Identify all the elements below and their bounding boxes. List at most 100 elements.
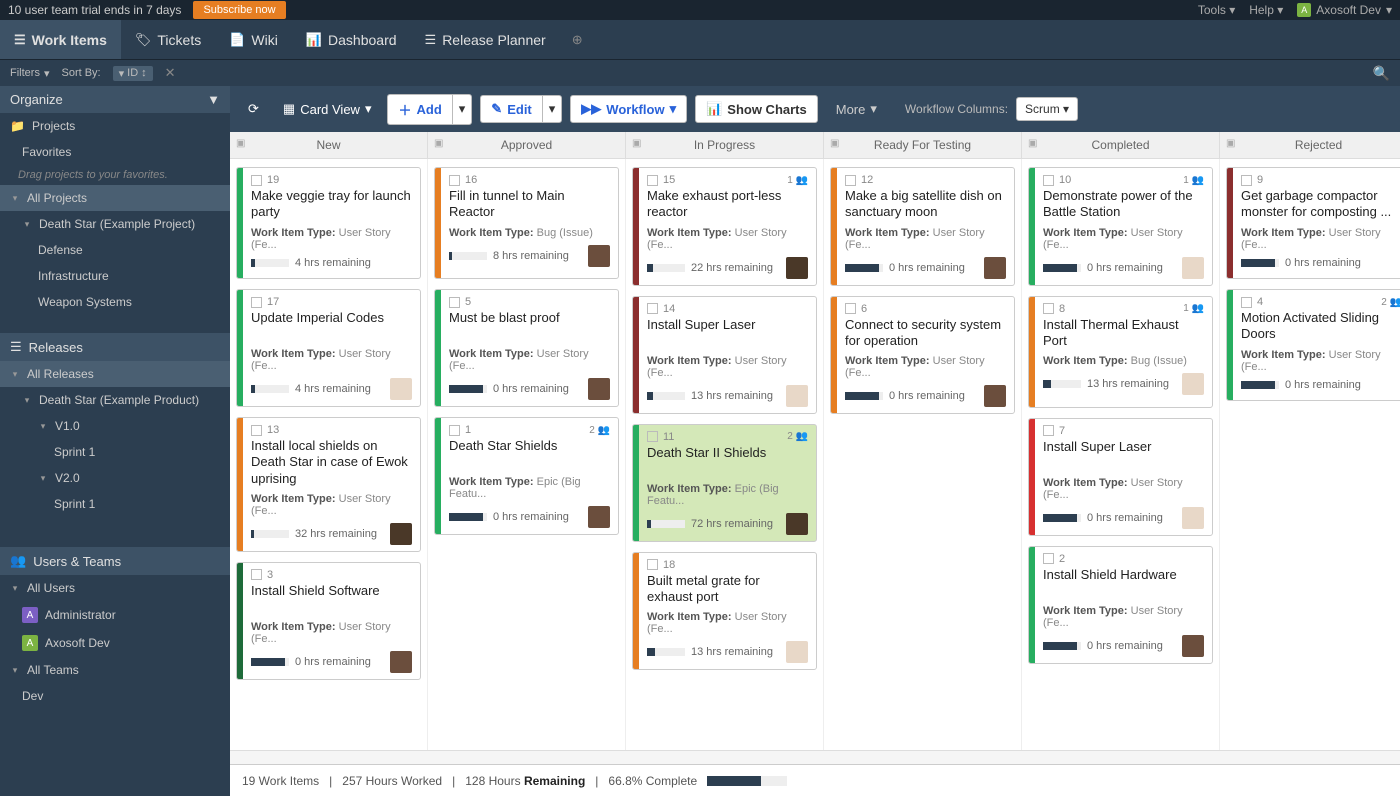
checkbox-icon[interactable] bbox=[449, 175, 460, 186]
releases-header[interactable]: ☰Releases bbox=[0, 333, 230, 361]
project-weapons[interactable]: Weapon Systems bbox=[0, 289, 230, 315]
user-menu[interactable]: A Axosoft Dev ▾ bbox=[1297, 3, 1392, 17]
favorites-item[interactable]: Favorites bbox=[0, 139, 230, 165]
tab-wiki[interactable]: 📄Wiki bbox=[215, 20, 292, 59]
release-product[interactable]: ▾Death Star (Example Product) bbox=[0, 387, 230, 413]
card-type: Work Item Type: User Story (Fe... bbox=[1241, 227, 1400, 251]
all-releases-item[interactable]: ▾All Releases bbox=[0, 361, 230, 387]
collapse-icon[interactable]: ▣ bbox=[236, 138, 245, 149]
work-item-card[interactable]: 19Make veggie tray for launch partyWork … bbox=[236, 167, 421, 279]
checkbox-icon[interactable] bbox=[1043, 553, 1054, 564]
checkbox-icon[interactable] bbox=[647, 175, 658, 186]
sort-field[interactable]: ▾ ID ↕ bbox=[113, 66, 153, 81]
add-tab-button[interactable]: ⊕ bbox=[560, 20, 595, 59]
chevron-down-icon: ▾ bbox=[10, 193, 20, 204]
work-item-card[interactable]: 9Get garbage compactor monster for compo… bbox=[1226, 167, 1400, 279]
checkbox-icon[interactable] bbox=[251, 425, 262, 436]
board-column[interactable]: 12Make a big satellite dish on sanctuary… bbox=[824, 159, 1022, 750]
collapse-icon[interactable]: ▣ bbox=[1226, 138, 1235, 149]
checkbox-icon[interactable] bbox=[647, 303, 658, 314]
project-deathstar[interactable]: ▾Death Star (Example Project) bbox=[0, 211, 230, 237]
show-charts-button[interactable]: 📊 Show Charts bbox=[695, 95, 818, 123]
work-item-card[interactable]: 18Built metal grate for exhaust portWork… bbox=[632, 552, 817, 671]
card-view-button[interactable]: ▦ Card View ▾ bbox=[275, 96, 380, 122]
edit-button[interactable]: ✎ Edit bbox=[480, 95, 541, 123]
organize-header[interactable]: Organize ▼ bbox=[0, 86, 230, 113]
clear-sort-button[interactable]: ✕ bbox=[165, 65, 176, 81]
work-item-card[interactable]: 81 👥Install Thermal Exhaust PortWork Ite… bbox=[1028, 296, 1213, 408]
tab-work-items[interactable]: ☰Work Items bbox=[0, 20, 121, 59]
work-item-card[interactable]: 13Install local shields on Death Star in… bbox=[236, 417, 421, 552]
work-item-card[interactable]: 12Make a big satellite dish on sanctuary… bbox=[830, 167, 1015, 286]
project-defense[interactable]: Defense bbox=[0, 237, 230, 263]
add-dropdown[interactable]: ▾ bbox=[452, 94, 473, 125]
user-dev[interactable]: AAxosoft Dev bbox=[0, 629, 230, 657]
team-dev[interactable]: Dev bbox=[0, 683, 230, 709]
tab-dashboard[interactable]: 📊Dashboard bbox=[292, 20, 411, 59]
checkbox-icon[interactable] bbox=[1241, 297, 1252, 308]
users-teams-header[interactable]: 👥Users & Teams bbox=[0, 547, 230, 575]
help-menu[interactable]: Help ▾ bbox=[1249, 3, 1283, 17]
user-admin[interactable]: AAdministrator bbox=[0, 601, 230, 629]
board-column[interactable]: 9Get garbage compactor monster for compo… bbox=[1220, 159, 1400, 750]
refresh-button[interactable]: ⟳ bbox=[240, 96, 267, 122]
checkbox-icon[interactable] bbox=[647, 431, 658, 442]
remaining-label: 0 hrs remaining bbox=[1285, 257, 1361, 269]
horizontal-scrollbar[interactable] bbox=[230, 750, 1400, 764]
work-item-card[interactable]: 3Install Shield SoftwareWork Item Type: … bbox=[236, 562, 421, 680]
collapse-icon[interactable]: ▣ bbox=[434, 138, 443, 149]
all-teams-item[interactable]: ▾All Teams bbox=[0, 657, 230, 683]
checkbox-icon[interactable] bbox=[251, 569, 262, 580]
checkbox-icon[interactable] bbox=[251, 175, 262, 186]
release-v2[interactable]: ▾V2.0 bbox=[0, 465, 230, 491]
work-item-card[interactable]: 14Install Super LaserWork Item Type: Use… bbox=[632, 296, 817, 414]
project-infrastructure[interactable]: Infrastructure bbox=[0, 263, 230, 289]
checkbox-icon[interactable] bbox=[845, 303, 856, 314]
checkbox-icon[interactable] bbox=[1241, 175, 1252, 186]
all-projects-item[interactable]: ▾All Projects bbox=[0, 185, 230, 211]
tools-menu[interactable]: Tools ▾ bbox=[1198, 3, 1235, 17]
work-item-card[interactable]: 112 👥Death Star II ShieldsWork Item Type… bbox=[632, 424, 817, 542]
board[interactable]: 19Make veggie tray for launch partyWork … bbox=[230, 159, 1400, 750]
release-v2-sprint1[interactable]: Sprint 1 bbox=[0, 491, 230, 517]
work-item-card[interactable]: 101 👥Demonstrate power of the Battle Sta… bbox=[1028, 167, 1213, 286]
work-item-card[interactable]: 151 👥Make exhaust port-less reactorWork … bbox=[632, 167, 817, 286]
edit-dropdown[interactable]: ▾ bbox=[542, 95, 563, 123]
work-item-card[interactable]: 12 👥Death Star ShieldsWork Item Type: Ep… bbox=[434, 417, 619, 535]
all-users-item[interactable]: ▾All Users bbox=[0, 575, 230, 601]
checkbox-icon[interactable] bbox=[845, 175, 856, 186]
checkbox-icon[interactable] bbox=[1043, 303, 1054, 314]
checkbox-icon[interactable] bbox=[1043, 175, 1054, 186]
workflow-columns-select[interactable]: Scrum ▾ bbox=[1016, 97, 1078, 121]
work-item-card[interactable]: 42 👥Motion Activated Sliding DoorsWork I… bbox=[1226, 289, 1400, 401]
checkbox-icon[interactable] bbox=[449, 297, 460, 308]
work-item-card[interactable]: 17Update Imperial CodesWork Item Type: U… bbox=[236, 289, 421, 407]
work-item-card[interactable]: 7Install Super LaserWork Item Type: User… bbox=[1028, 418, 1213, 536]
work-item-card[interactable]: 5Must be blast proofWork Item Type: User… bbox=[434, 289, 619, 407]
tab-tickets[interactable]: 🏷Tickets bbox=[121, 20, 215, 59]
release-v1[interactable]: ▾V1.0 bbox=[0, 413, 230, 439]
board-column[interactable]: 151 👥Make exhaust port-less reactorWork … bbox=[626, 159, 824, 750]
collapse-icon[interactable]: ▣ bbox=[632, 138, 641, 149]
tab-release-planner[interactable]: ☰Release Planner bbox=[411, 20, 560, 59]
workflow-button[interactable]: ▶▶ Workflow ▾ bbox=[570, 95, 687, 123]
add-button[interactable]: ＋Add bbox=[387, 94, 451, 125]
checkbox-icon[interactable] bbox=[449, 425, 460, 436]
work-item-card[interactable]: 16Fill in tunnel to Main ReactorWork Ite… bbox=[434, 167, 619, 279]
work-item-card[interactable]: 2Install Shield HardwareWork Item Type: … bbox=[1028, 546, 1213, 664]
subscribe-button[interactable]: Subscribe now bbox=[193, 1, 285, 19]
checkbox-icon[interactable] bbox=[647, 559, 658, 570]
board-column[interactable]: 16Fill in tunnel to Main ReactorWork Ite… bbox=[428, 159, 626, 750]
search-icon[interactable]: 🔍 bbox=[1373, 65, 1390, 82]
board-column[interactable]: 101 👥Demonstrate power of the Battle Sta… bbox=[1022, 159, 1220, 750]
more-button[interactable]: More ▾ bbox=[826, 96, 887, 122]
projects-header[interactable]: 📁Projects bbox=[0, 113, 230, 139]
collapse-icon[interactable]: ▣ bbox=[830, 138, 839, 149]
checkbox-icon[interactable] bbox=[251, 297, 262, 308]
collapse-icon[interactable]: ▣ bbox=[1028, 138, 1037, 149]
board-column[interactable]: 19Make veggie tray for launch partyWork … bbox=[230, 159, 428, 750]
checkbox-icon[interactable] bbox=[1043, 425, 1054, 436]
filters-button[interactable]: Filters ▾ bbox=[10, 67, 49, 80]
work-item-card[interactable]: 6Connect to security system for operatio… bbox=[830, 296, 1015, 415]
release-v1-sprint1[interactable]: Sprint 1 bbox=[0, 439, 230, 465]
